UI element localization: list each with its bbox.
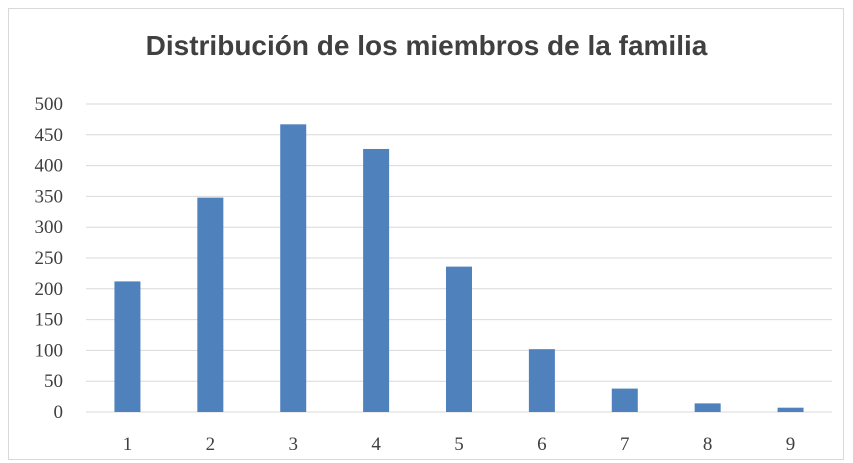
bars bbox=[114, 124, 804, 412]
chart-title: Distribución de los miembros de la famil… bbox=[145, 30, 708, 61]
x-tick-label: 9 bbox=[786, 434, 796, 455]
y-tick-label: 450 bbox=[35, 125, 64, 146]
bar-1 bbox=[114, 281, 141, 412]
bar-8 bbox=[694, 403, 721, 412]
y-tick-label: 200 bbox=[35, 279, 64, 300]
bar-9 bbox=[777, 407, 804, 412]
y-tick-label: 100 bbox=[35, 340, 64, 361]
bar-2 bbox=[197, 197, 224, 412]
y-axis-ticks: 0 50 100 150 200 250 300 350 400 450 500 bbox=[35, 94, 64, 423]
x-tick-label: 3 bbox=[288, 434, 298, 455]
y-tick-label: 0 bbox=[54, 402, 64, 423]
y-tick-label: 350 bbox=[35, 186, 64, 207]
bar-4 bbox=[363, 148, 390, 412]
x-tick-label: 5 bbox=[454, 434, 464, 455]
y-tick-label: 250 bbox=[35, 248, 64, 269]
y-tick-label: 50 bbox=[44, 371, 63, 392]
x-tick-label: 4 bbox=[371, 434, 381, 455]
x-axis-ticks: 1 2 3 4 5 6 7 8 9 bbox=[123, 434, 796, 455]
x-tick-label: 2 bbox=[206, 434, 216, 455]
bar-3 bbox=[280, 124, 307, 412]
y-tick-label: 300 bbox=[35, 217, 64, 238]
bar-5 bbox=[446, 266, 472, 412]
x-tick-label: 8 bbox=[703, 434, 713, 455]
y-tick-label: 400 bbox=[35, 156, 64, 177]
y-tick-label: 150 bbox=[35, 310, 64, 331]
bar-6 bbox=[528, 349, 555, 412]
bar-7 bbox=[611, 388, 638, 412]
x-tick-label: 1 bbox=[123, 434, 133, 455]
x-tick-label: 7 bbox=[620, 434, 630, 455]
y-tick-label: 500 bbox=[35, 94, 64, 115]
x-tick-label: 6 bbox=[537, 434, 547, 455]
chart-frame bbox=[8, 8, 844, 460]
